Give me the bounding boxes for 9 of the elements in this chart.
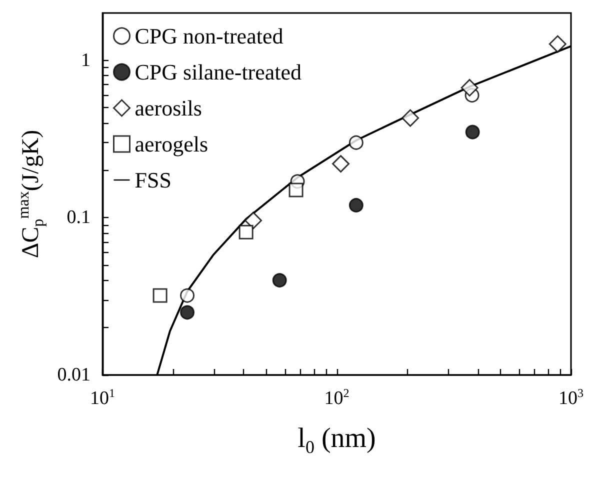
legend-label: aerosils: [134, 96, 202, 120]
legend-label: aerogels: [134, 132, 208, 156]
y-tick-label: 1: [81, 50, 91, 71]
legend-label: CPG silane-treated: [134, 60, 302, 84]
y-axis-title: ΔCpmax(J/gK): [16, 130, 47, 258]
legend-label: CPG non-treated: [134, 24, 284, 48]
y-tick-label: 0.1: [66, 207, 91, 228]
y-tick-label: 0.01: [57, 364, 91, 386]
legend-label: FSS: [134, 168, 172, 192]
